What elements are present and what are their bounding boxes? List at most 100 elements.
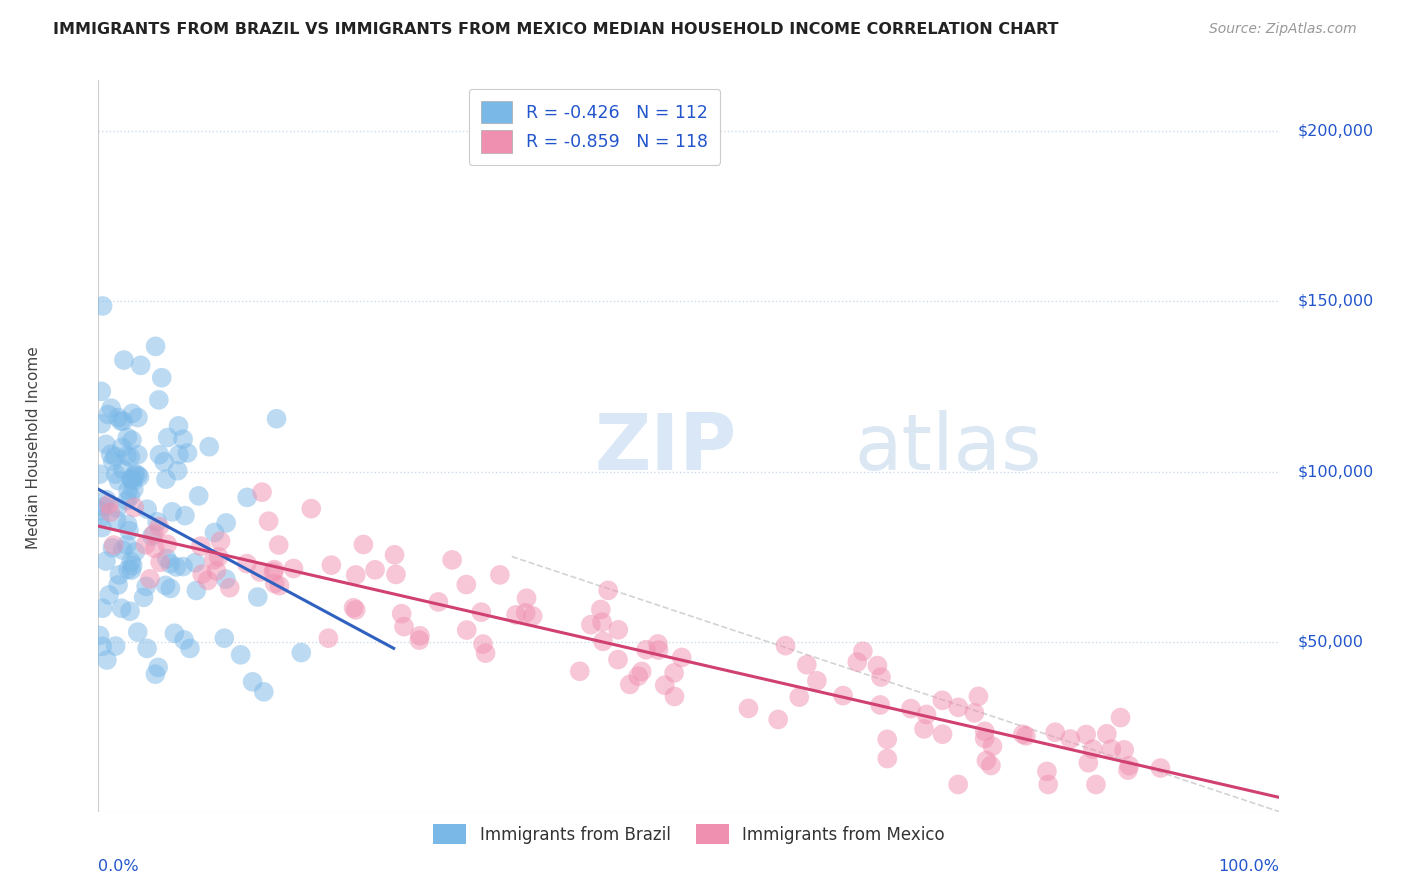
Point bbox=[173, 632, 195, 647]
Point bbox=[269, 579, 291, 593]
Point bbox=[236, 557, 259, 571]
Point bbox=[619, 677, 641, 691]
Point bbox=[107, 578, 129, 592]
Point bbox=[1149, 761, 1171, 775]
Point bbox=[159, 557, 181, 571]
Point bbox=[1015, 729, 1038, 743]
Point bbox=[191, 567, 214, 582]
Point bbox=[121, 558, 143, 573]
Point bbox=[91, 299, 114, 313]
Legend: Immigrants from Brazil, Immigrants from Mexico: Immigrants from Brazil, Immigrants from … bbox=[426, 817, 952, 851]
Point bbox=[163, 626, 186, 640]
Point bbox=[671, 650, 693, 665]
Point bbox=[205, 564, 228, 578]
Point bbox=[852, 644, 875, 658]
Point bbox=[136, 502, 159, 516]
Point bbox=[148, 392, 170, 407]
Point bbox=[141, 529, 163, 543]
Point bbox=[127, 410, 149, 425]
Point bbox=[120, 555, 142, 569]
Point bbox=[111, 543, 134, 558]
Point bbox=[135, 538, 157, 552]
Point bbox=[172, 559, 194, 574]
Point bbox=[100, 447, 122, 461]
Point bbox=[166, 464, 188, 478]
Point bbox=[1012, 727, 1035, 741]
Point bbox=[737, 701, 759, 715]
Point bbox=[115, 449, 138, 463]
Point bbox=[94, 554, 117, 568]
Point bbox=[441, 553, 464, 567]
Point bbox=[94, 437, 117, 451]
Point bbox=[967, 690, 990, 704]
Point bbox=[202, 553, 225, 567]
Point bbox=[111, 441, 134, 455]
Point bbox=[263, 565, 285, 579]
Point bbox=[118, 604, 141, 618]
Point bbox=[866, 658, 889, 673]
Point bbox=[607, 623, 630, 637]
Point bbox=[139, 572, 162, 586]
Point bbox=[1081, 742, 1104, 756]
Point bbox=[103, 538, 125, 552]
Point bbox=[124, 467, 146, 481]
Point bbox=[384, 548, 406, 562]
Point bbox=[143, 541, 166, 556]
Point bbox=[392, 619, 415, 633]
Point bbox=[1045, 725, 1067, 739]
Point bbox=[112, 414, 135, 428]
Point bbox=[1099, 742, 1122, 756]
Point bbox=[515, 606, 537, 620]
Point bbox=[91, 640, 114, 654]
Point bbox=[598, 583, 620, 598]
Point bbox=[115, 493, 138, 508]
Point bbox=[167, 418, 190, 433]
Point bbox=[107, 410, 129, 425]
Point bbox=[120, 489, 142, 503]
Point bbox=[214, 631, 236, 645]
Point bbox=[122, 482, 145, 496]
Point bbox=[915, 707, 938, 722]
Point bbox=[110, 601, 132, 615]
Text: Source: ZipAtlas.com: Source: ZipAtlas.com bbox=[1209, 22, 1357, 37]
Point bbox=[775, 639, 797, 653]
Point bbox=[980, 758, 1002, 772]
Point bbox=[948, 700, 970, 714]
Point bbox=[160, 505, 183, 519]
Point bbox=[145, 339, 167, 353]
Point bbox=[470, 605, 492, 619]
Point bbox=[283, 561, 305, 575]
Point bbox=[98, 588, 121, 602]
Point bbox=[167, 448, 190, 462]
Point bbox=[654, 678, 676, 692]
Point bbox=[120, 472, 142, 486]
Point bbox=[135, 579, 157, 593]
Point bbox=[787, 690, 810, 705]
Point bbox=[664, 690, 686, 704]
Point bbox=[257, 514, 280, 528]
Point bbox=[516, 591, 538, 606]
Point bbox=[321, 558, 343, 573]
Point bbox=[198, 440, 221, 454]
Point bbox=[796, 657, 818, 672]
Point bbox=[156, 431, 179, 445]
Point bbox=[115, 538, 138, 552]
Point bbox=[176, 446, 198, 460]
Point bbox=[97, 408, 120, 422]
Point bbox=[156, 537, 179, 551]
Point bbox=[172, 432, 194, 446]
Point bbox=[385, 567, 408, 582]
Point bbox=[456, 577, 478, 591]
Point bbox=[973, 731, 995, 746]
Point bbox=[104, 467, 127, 482]
Point bbox=[148, 448, 170, 462]
Point bbox=[832, 689, 855, 703]
Point bbox=[489, 567, 512, 582]
Point bbox=[973, 724, 995, 739]
Point bbox=[197, 574, 219, 588]
Point bbox=[267, 538, 290, 552]
Point bbox=[122, 500, 145, 515]
Point bbox=[143, 667, 166, 681]
Point bbox=[101, 454, 124, 468]
Point bbox=[391, 607, 413, 621]
